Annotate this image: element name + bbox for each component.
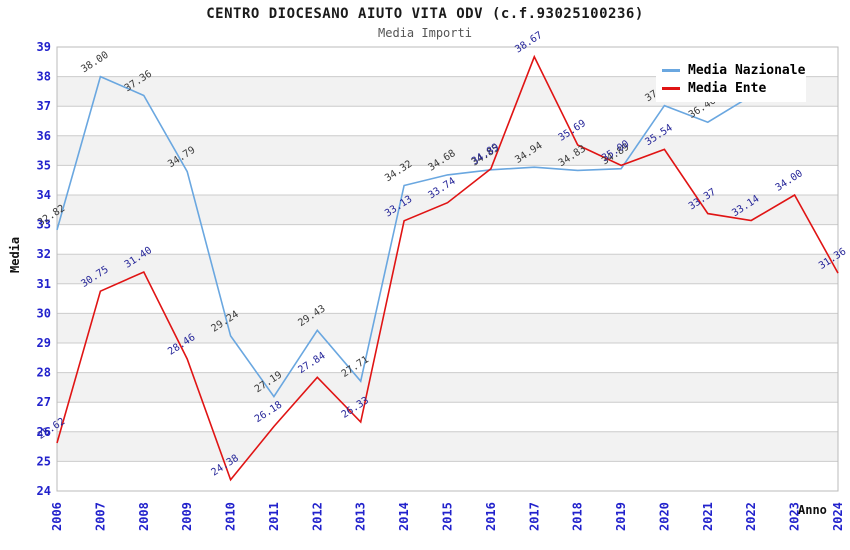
page-title: CENTRO DIOCESANO AIUTO VITA ODV (c.f.930… [206,6,644,22]
x-tick-label: 2014 [397,502,411,531]
point-label: 38.00 [79,50,110,76]
x-tick-label: 2024 [831,502,845,531]
y-tick-label: 36 [37,129,51,143]
point-label: 26.18 [253,400,284,426]
legend-label-ente: Media Ente [688,80,767,96]
x-tick-label: 2018 [571,502,585,531]
x-tick-label: 2021 [701,502,715,531]
y-tick-label: 29 [37,336,51,350]
x-tick-label: 2012 [310,502,324,531]
chart-legend: Media Nazionale Media Ente [656,56,806,102]
x-tick-label: 2019 [614,502,628,531]
y-tick-label: 37 [37,99,51,113]
plot-stripe [57,372,838,403]
y-tick-label: 32 [37,247,51,261]
plot-stripe [57,195,838,225]
x-tick-label: 2008 [137,502,151,531]
y-tick-label: 28 [37,366,51,380]
x-tick-label: 2023 [788,502,802,531]
x-tick-label: 2006 [50,502,64,531]
y-tick-label: 31 [37,277,51,291]
series-line-nazionale [56,75,752,399]
y-tick-label: 33 [37,218,51,232]
nazionale-line-swatch-icon [662,68,680,72]
plot-border [56,46,839,492]
plot-stripe [57,254,838,284]
y-tick-label: 27 [37,395,51,409]
x-tick-label: 2015 [441,502,455,531]
x-tick-label: 2020 [657,502,671,531]
x-tick-label: 2007 [93,502,107,531]
plot-stripe [57,431,838,462]
plot-stripe [57,135,838,166]
x-tick-label: 2011 [267,502,281,531]
point-label: 34.00 [774,168,805,194]
plot-stripe [57,313,838,343]
x-axis-title: Anno [798,503,827,517]
y-tick-label: 30 [37,306,51,320]
chart-subtitle: Media Importi [378,26,472,40]
legend-item-nazionale: Media Nazionale [662,61,806,79]
y-axis-title: Media [8,236,22,273]
x-tick-label: 2013 [354,502,368,531]
series-line-ente [56,54,839,482]
y-tick-label: 25 [37,454,51,468]
x-tick-label: 2022 [744,502,758,531]
x-tick-label: 2016 [484,502,498,531]
legend-item-ente: Media Ente [662,79,806,97]
y-tick-label: 35 [37,158,51,172]
y-tick-label: 39 [37,40,51,54]
legend-label-nazionale: Media Nazionale [688,62,806,78]
y-tick-label: 24 [37,484,51,498]
y-tick-label: 34 [37,188,51,202]
y-tick-label: 38 [37,70,51,84]
ente-line-swatch-icon [662,86,680,90]
x-tick-label: 2017 [527,502,541,531]
y-tick-label: 26 [37,425,51,439]
x-tick-label: 2009 [180,502,194,531]
x-tick-label: 2010 [224,502,238,531]
